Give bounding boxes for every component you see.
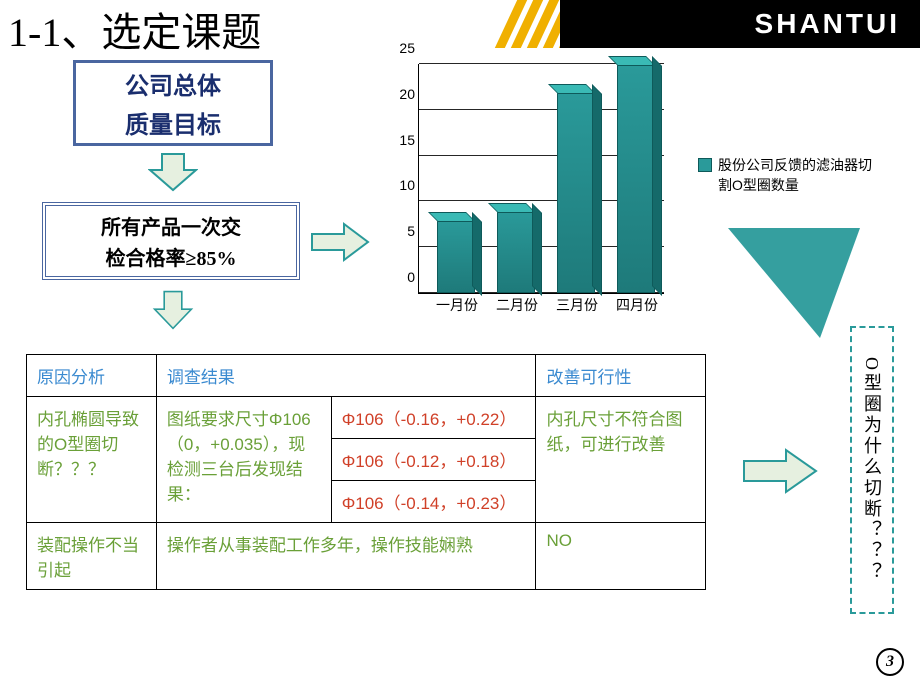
bar-mar — [557, 91, 595, 293]
slide-title: 1-1、选定课题 — [8, 0, 261, 58]
arrow-down-2 — [148, 290, 198, 330]
brand-bar: SHANTUI — [560, 0, 920, 48]
r2c3: NO — [536, 523, 706, 590]
chart-legend: 股份公司反馈的滤油器切割O型圈数量 — [690, 150, 880, 201]
callout-box: O型圈为什么切断？？？ — [850, 326, 894, 614]
arrow-right-to-callout — [740, 446, 820, 496]
goal-box-rate: 所有产品一次交 检合格率≥85% — [42, 202, 300, 280]
xtick-apr: 四月份 — [607, 295, 667, 315]
arrow-down-1 — [148, 152, 198, 192]
callout-text: O型圈为什么切断？？？ — [859, 357, 885, 583]
bar-apr — [617, 63, 655, 293]
goal-box-overall: 公司总体 质量目标 — [73, 60, 273, 146]
ytick-10: 10 — [391, 177, 415, 193]
r2c2: 操作者从事装配工作多年，操作技能娴熟 — [156, 523, 536, 590]
r1c1: 内孔椭圆导致的O型圈切断？？？ — [27, 397, 157, 523]
brand-logo-text: SHANTUI — [755, 8, 900, 40]
legend-swatch — [698, 158, 712, 172]
header: 1-1、选定课题 SHANTUI — [0, 0, 920, 48]
th-feasibility: 改善可行性 — [536, 355, 706, 397]
arrow-right-to-chart — [310, 222, 370, 262]
rate-line-1: 所有产品一次交 — [101, 211, 241, 240]
ytick-25: 25 — [391, 40, 415, 56]
goal-line-1: 公司总体 — [125, 66, 221, 101]
bar-jan — [437, 219, 475, 293]
xtick-jan: 一月份 — [427, 295, 487, 315]
table-row: 装配操作不当引起 操作者从事装配工作多年，操作技能娴熟 NO — [27, 523, 706, 590]
ytick-5: 5 — [391, 223, 415, 239]
r1c2b-2: Φ106（-0.14，+0.23） — [331, 481, 536, 523]
ytick-20: 20 — [391, 86, 415, 102]
page-number: 3 — [876, 648, 904, 676]
r1c2b-1: Φ106（-0.12，+0.18） — [331, 439, 536, 481]
r1c2b-0: Φ106（-0.16，+0.22） — [331, 397, 536, 439]
ytick-0: 0 — [391, 269, 415, 285]
chart-plot-area: 0 5 10 15 20 25 一月份 二月份 三月份 四月份 — [418, 64, 664, 294]
legend-label: 股份公司反馈的滤油器切割O型圈数量 — [718, 156, 872, 195]
ytick-15: 15 — [391, 132, 415, 148]
analysis-table: 原因分析 调查结果 改善可行性 内孔椭圆导致的O型圈切断？？？ 图纸要求尺寸Φ1… — [26, 354, 706, 590]
r1c2a: 图纸要求尺寸Φ106（0，+0.035），现检测三台后发现结果： — [156, 397, 331, 523]
r1c3: 内孔尺寸不符合图纸，可进行改善 — [536, 397, 706, 523]
th-cause: 原因分析 — [27, 355, 157, 397]
xtick-feb: 二月份 — [487, 295, 547, 315]
bar-feb — [497, 210, 535, 293]
table-row: 内孔椭圆导致的O型圈切断？？？ 图纸要求尺寸Φ106（0，+0.035），现检测… — [27, 397, 706, 439]
rate-line-2: 检合格率≥85% — [106, 242, 237, 271]
table-header-row: 原因分析 调查结果 改善可行性 — [27, 355, 706, 397]
goal-line-2: 质量目标 — [125, 105, 221, 140]
bar-chart: 0 5 10 15 20 25 一月份 二月份 三月份 四月份 — [384, 56, 672, 324]
r2c1: 装配操作不当引起 — [27, 523, 157, 590]
th-result: 调查结果 — [156, 355, 536, 397]
xtick-mar: 三月份 — [547, 295, 607, 315]
